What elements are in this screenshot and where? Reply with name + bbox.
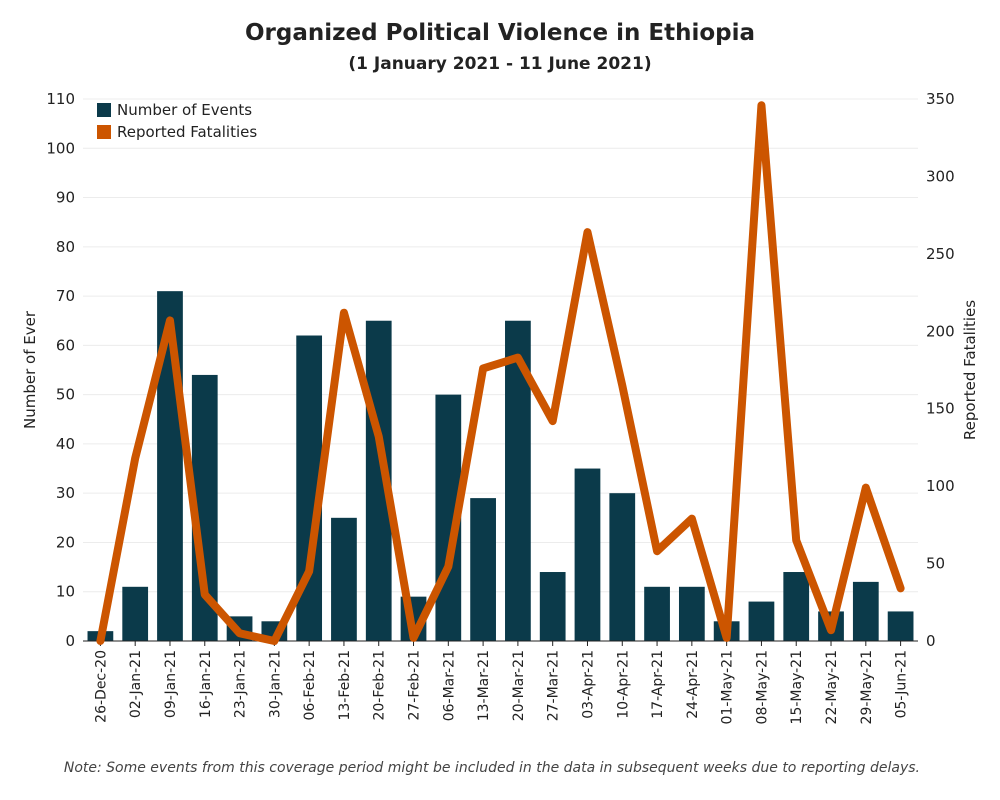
x-tick-label: 13-Mar-21 [476, 650, 492, 721]
y-tick-label: 60 [56, 336, 75, 354]
legend-item-fatalities: Reported Fatalities [97, 121, 257, 143]
x-tick-label: 17-Apr-21 [650, 650, 666, 719]
x-tick-label: 22-May-21 [824, 650, 840, 724]
x-tick-label: 26-Dec-20 [93, 650, 109, 723]
chart-subtitle: (1 January 2021 - 11 June 2021) [348, 54, 652, 74]
x-tick-label: 20-Feb-21 [372, 650, 388, 721]
y-axis-label: Number of Ever [21, 310, 39, 429]
x-tick-label: 23-Jan-21 [233, 650, 249, 718]
y-tick-label: 40 [56, 435, 75, 453]
x-tick-label: 29-May-21 [859, 650, 875, 724]
x-tick-label: 01-May-21 [720, 650, 736, 724]
x-tick-label: 09-Jan-21 [163, 650, 179, 718]
bar [783, 572, 810, 641]
x-tick-label: 13-Feb-21 [337, 650, 353, 721]
bar [574, 468, 601, 641]
x-tick-label: 02-Jan-21 [128, 650, 144, 718]
y-tick-label: 100 [46, 139, 75, 157]
x-tick-label: 30-Jan-21 [267, 650, 283, 718]
y2-tick-label: 150 [926, 400, 955, 418]
y-tick-label: 0 [65, 632, 75, 650]
y-tick-label: 10 [56, 583, 75, 601]
x-tick-label: 05-Jun-21 [894, 650, 910, 718]
y-tick-label: 80 [56, 238, 75, 256]
legend: Number of Events Reported Fatalities [97, 99, 257, 143]
y2-tick-label: 300 [926, 167, 955, 185]
y-tick-label: 50 [56, 386, 75, 404]
legend-swatch-events [97, 103, 111, 117]
bar [887, 611, 914, 641]
y2-tick-label: 250 [926, 245, 955, 263]
x-tick-label: 06-Feb-21 [302, 650, 318, 721]
x-tick-label: 20-Mar-21 [511, 650, 527, 721]
fatalities-line [96, 101, 905, 645]
legend-item-events: Number of Events [97, 99, 257, 121]
y2-tick-label: 0 [926, 632, 936, 650]
x-tick-label: 08-May-21 [754, 650, 770, 724]
y-tick-label: 30 [56, 484, 75, 502]
y-tick-label: 90 [56, 189, 75, 207]
legend-label-fatalities: Reported Fatalities [117, 123, 258, 141]
x-tick-label: 27-Feb-21 [407, 650, 423, 721]
y-tick-label: 20 [56, 533, 75, 551]
y2-tick-label: 350 [926, 90, 955, 108]
bar [539, 572, 566, 641]
y-tick-label: 110 [46, 90, 75, 108]
bar [644, 586, 670, 641]
legend-swatch-fatalities [97, 125, 111, 139]
x-tick-label: 24-Apr-21 [685, 650, 701, 719]
y2-tick-label: 50 [926, 555, 945, 573]
bar [331, 517, 357, 641]
chart-title: Organized Political Violence in Ethiopia [244, 20, 756, 46]
x-tick-label: 27-Mar-21 [546, 650, 562, 721]
x-tick-label: 10-Apr-21 [615, 650, 631, 719]
y-tick-label: 70 [56, 287, 75, 305]
footnote: Note: Some events from this coverage per… [63, 760, 920, 776]
bar [122, 586, 149, 641]
y2-tick-label: 100 [926, 477, 955, 495]
y2-axis-label: Reported Fatalities [961, 300, 979, 440]
x-tick-label: 15-May-21 [789, 650, 805, 724]
bar [470, 498, 496, 641]
legend-label-events: Number of Events [117, 101, 253, 119]
x-tick-label: 06-Mar-21 [441, 650, 457, 721]
bar [748, 601, 775, 641]
bar [852, 581, 879, 641]
x-tick-label: 03-Apr-21 [580, 650, 596, 719]
bar [609, 493, 636, 641]
bar [678, 586, 705, 641]
x-tick-label: 16-Jan-21 [198, 650, 214, 718]
y2-tick-label: 200 [926, 322, 955, 340]
